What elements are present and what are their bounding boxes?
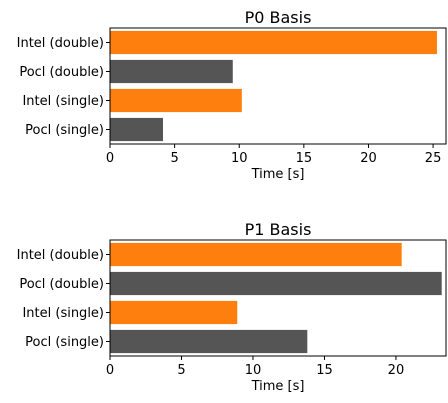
- axes-frame: [109, 27, 447, 145]
- y-tick-label: Intel (single): [22, 306, 104, 321]
- bar: [110, 271, 442, 296]
- x-tick-label: 5: [170, 151, 178, 166]
- x-tick-label: 10: [245, 363, 262, 378]
- y-tick-label: Pocl (double): [19, 65, 104, 80]
- bar: [110, 242, 402, 267]
- y-tick-label: Pocl (single): [25, 335, 104, 350]
- bar: [110, 300, 238, 325]
- subplot-2: P1 Basis Intel (double) Pocl (double) Intel…: [17, 220, 447, 394]
- bar: [110, 30, 437, 55]
- x-tick-label: 15: [296, 151, 313, 166]
- x-tick-label: 15: [316, 363, 333, 378]
- y-tick-label: Pocl (single): [25, 123, 104, 138]
- x-tick-label: 5: [177, 363, 185, 378]
- x-tick-label: 25: [425, 151, 442, 166]
- x-tick-label: 0: [106, 151, 114, 166]
- x-tick-label: 0: [106, 363, 114, 378]
- y-tick-label: Pocl (double): [19, 277, 104, 292]
- bar: [110, 329, 308, 354]
- x-axis-label: Time [s]: [251, 167, 305, 182]
- x-axis-label: Time [s]: [251, 379, 305, 394]
- chart-title: P0 Basis: [245, 8, 312, 27]
- axes-frame: [109, 239, 447, 357]
- y-tick-label: Intel (single): [22, 94, 104, 109]
- x-tick-label: 20: [388, 363, 405, 378]
- chart-title: P1 Basis: [245, 220, 312, 239]
- y-tick-label: Intel (double): [17, 248, 104, 263]
- x-tick-label: 20: [360, 151, 377, 166]
- subplot-1: P0 Basis Intel (double) Pocl (double) Intel…: [17, 8, 447, 182]
- bar: [110, 59, 233, 84]
- bar: [110, 88, 242, 113]
- x-tick-label: 10: [231, 151, 248, 166]
- bar: [110, 117, 163, 142]
- y-tick-label: Intel (double): [17, 36, 104, 51]
